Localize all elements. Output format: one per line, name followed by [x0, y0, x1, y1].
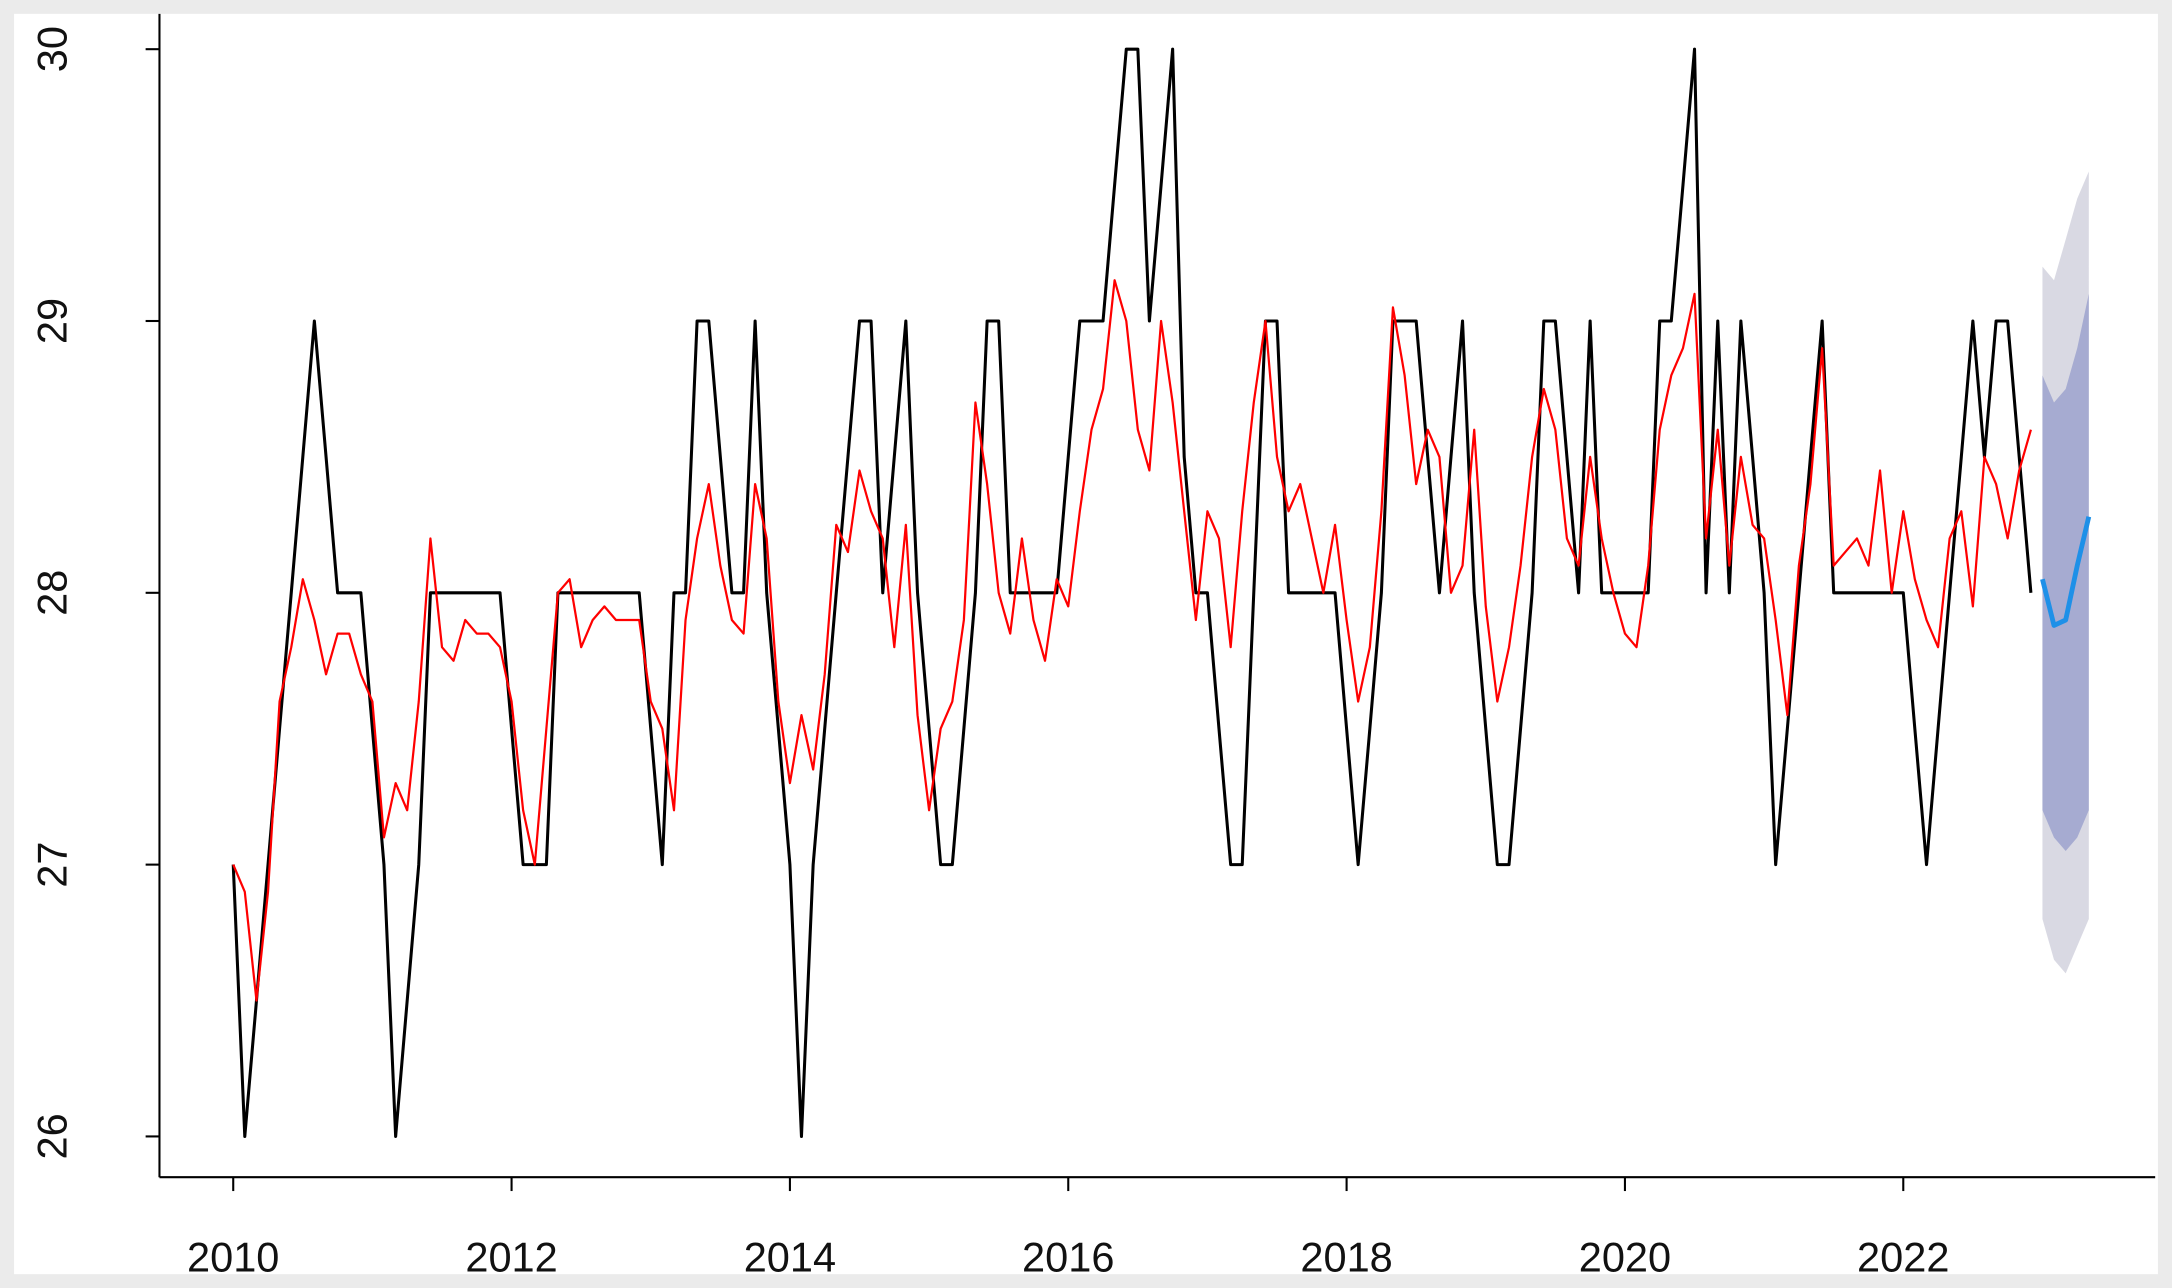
y-tick-label: 26 [29, 1113, 76, 1159]
x-tick-label: 2014 [744, 1233, 836, 1280]
fitted-line [232, 279, 2032, 1002]
y-tick-label: 27 [29, 842, 76, 888]
x-tick-label: 2016 [1022, 1233, 1114, 1280]
x-tick-label: 2018 [1300, 1233, 1392, 1280]
y-tick-label: 30 [29, 26, 76, 72]
x-tick-label: 2020 [1579, 1233, 1671, 1280]
x-tick-label: 2010 [187, 1233, 279, 1280]
y-tick-label: 29 [29, 298, 76, 344]
band-80 [2042, 293, 2089, 852]
plot-background [14, 13, 2158, 1275]
y-tick-label: 28 [29, 570, 76, 616]
x-tick-label: 2012 [465, 1233, 557, 1280]
x-tick-label: 2022 [1857, 1233, 1949, 1280]
forecast-line [2040, 516, 2092, 628]
